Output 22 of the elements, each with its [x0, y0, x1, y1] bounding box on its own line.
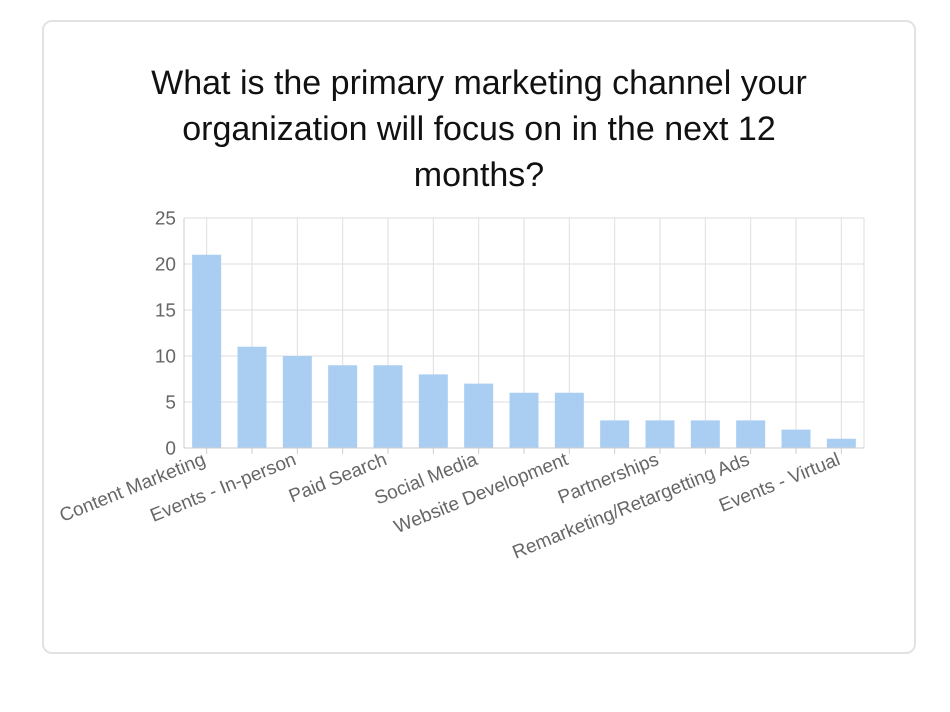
bar [464, 384, 494, 448]
bar [192, 254, 222, 448]
y-tick-label: 25 [154, 208, 176, 230]
bar [509, 392, 538, 448]
y-tick-label: 5 [165, 392, 176, 414]
y-tick-label: 0 [165, 438, 176, 460]
y-tick-label: 20 [154, 254, 176, 276]
bar [690, 420, 720, 448]
y-tick-label: 10 [154, 346, 176, 368]
bar [554, 392, 584, 448]
bar [600, 420, 630, 448]
bar [645, 420, 674, 448]
bar [282, 356, 312, 448]
bar [781, 430, 810, 448]
chart-title: What is the primary marketing channel your organization will focus on in the next 12 months? [150, 63, 808, 196]
bar [826, 438, 856, 448]
bar [736, 420, 766, 448]
bar [328, 365, 358, 448]
bar [237, 346, 266, 448]
y-tick-label: 15 [154, 300, 176, 322]
bar [418, 374, 448, 448]
bar [373, 365, 402, 448]
